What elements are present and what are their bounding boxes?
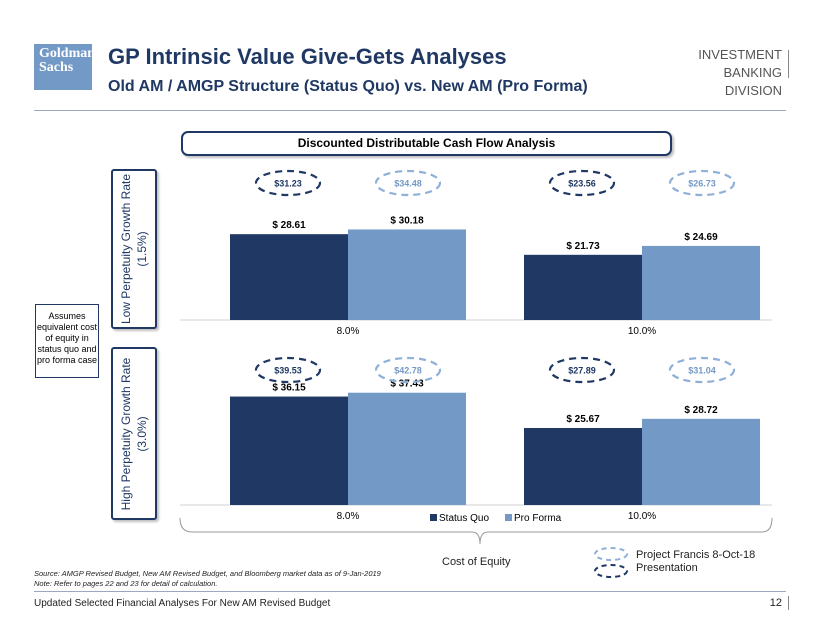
legend-pro-forma-label: Pro Forma [514, 513, 562, 524]
project-francis-oval [254, 356, 322, 384]
bar-value-label: $ 37.43 [390, 379, 424, 390]
bar-value-label: $ 21.73 [566, 241, 600, 252]
bar-status-quo-2-2 [524, 427, 642, 505]
bar-value-label: $ 30.18 [390, 215, 424, 226]
bar-pro-forma-1-1 [348, 229, 466, 320]
bar-value-label: $ 24.69 [684, 232, 718, 243]
project-francis-value: $42.78 [394, 366, 422, 376]
source-note: Source: AMGP Revised Budget, New AM Revi… [34, 569, 381, 589]
category-tick-label: 8.0% [337, 326, 360, 337]
page-number-divider [788, 596, 789, 610]
project-francis-value: $26.73 [688, 179, 716, 189]
division-label: INVESTMENT BANKING DIVISION [640, 46, 782, 100]
bar-value-label: $ 28.61 [272, 220, 306, 231]
calculation-note: Note: Refer to pages 22 and 23 for detai… [34, 579, 218, 588]
cost-of-equity-bracket [179, 517, 773, 545]
bar-value-label: $ 25.67 [566, 414, 600, 425]
project-francis-oval [548, 169, 616, 197]
section-title-box: Discounted Distributable Cash Flow Analy… [181, 131, 672, 156]
category-tick-label: 10.0% [628, 326, 656, 337]
project-francis-oval [374, 356, 442, 384]
footer-text: Updated Selected Financial Analyses For … [34, 598, 331, 609]
low-growth-label-box: Low Perpetuity Growth Rate (1.5%) [111, 169, 157, 329]
logo-line-1: Goldman [39, 46, 96, 61]
logo-line-2: Sachs [39, 60, 74, 75]
category-tick-label: 10.0% [628, 511, 656, 522]
legend-status-quo-swatch [430, 514, 437, 521]
project-francis-value: $31.23 [274, 179, 302, 189]
legend-status-quo-dashed-circle [594, 564, 628, 578]
x-axis-title: Cost of Equity [442, 556, 511, 568]
project-francis-legend-label: Project Francis 8-Oct-18 Presentation [636, 549, 756, 574]
bar-status-quo-1-2 [524, 254, 642, 320]
goldman-sachs-logo: Goldman Sachs [34, 44, 96, 90]
bar-status-quo-1-1 [230, 234, 348, 320]
division-line-2: DIVISION [724, 83, 782, 98]
bar-status-quo-2-1 [230, 396, 348, 505]
project-francis-oval [668, 169, 736, 197]
legend-pro-forma-dashed-circle [594, 547, 628, 561]
page-subtitle: Old AM / AMGP Structure (Status Quo) vs.… [108, 78, 588, 95]
project-francis-value: $34.48 [394, 179, 422, 189]
project-francis-oval [548, 356, 616, 384]
legend-status-quo-label: Status Quo [439, 513, 489, 524]
project-francis-oval [254, 169, 322, 197]
project-francis-value: $23.56 [568, 179, 596, 189]
page-title: GP Intrinsic Value Give-Gets Analyses [108, 44, 507, 69]
bar-value-label: $ 28.72 [684, 405, 718, 416]
project-francis-oval [374, 169, 442, 197]
project-francis-value: $31.04 [688, 366, 716, 376]
bar-pro-forma-1-2 [642, 245, 760, 320]
source-line: Source: AMGP Revised Budget, New AM Revi… [34, 569, 381, 578]
bar-pro-forma-2-2 [642, 418, 760, 505]
project-francis-value: $27.89 [568, 366, 596, 376]
legend-pro-forma-swatch [505, 514, 512, 521]
page-number: 12 [769, 597, 782, 609]
high-growth-label-box: High Perpetuity Growth Rate (3.0%) [111, 347, 157, 520]
category-tick-label: 8.0% [337, 511, 360, 522]
project-francis-oval [668, 356, 736, 384]
division-divider [788, 50, 789, 78]
header-rule [34, 110, 786, 111]
assumption-note: Assumes equivalent cost of equity in sta… [35, 304, 99, 378]
division-line-1: INVESTMENT BANKING [698, 47, 782, 80]
project-francis-value: $39.53 [274, 366, 302, 376]
bar-pro-forma-2-1 [348, 392, 466, 505]
footer-rule [34, 591, 786, 592]
bar-value-label: $ 36.15 [272, 383, 306, 394]
